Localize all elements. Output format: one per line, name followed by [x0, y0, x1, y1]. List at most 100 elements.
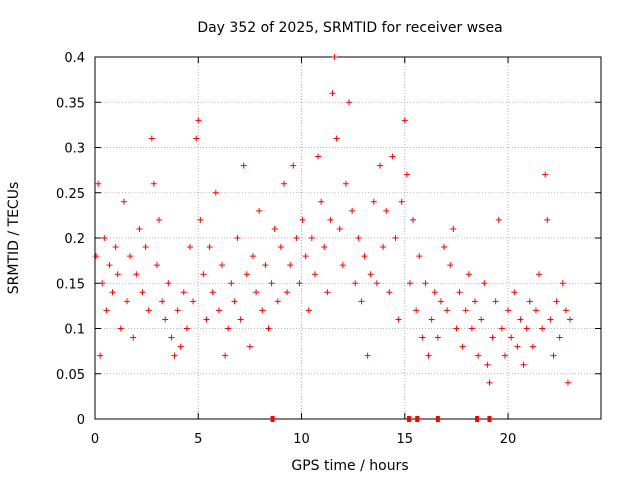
- data-point: [441, 244, 448, 251]
- data-point: [401, 117, 408, 124]
- gap-marker: [487, 416, 492, 422]
- data-point: [106, 262, 113, 269]
- data-point: [395, 316, 402, 323]
- data-point: [280, 180, 287, 187]
- x-tick-label: 5: [194, 432, 202, 447]
- y-tick-label: 0.35: [56, 96, 85, 111]
- data-point: [498, 325, 505, 332]
- data-point: [95, 180, 102, 187]
- data-point: [346, 99, 353, 106]
- data-point: [112, 244, 119, 251]
- x-tick-label: 15: [397, 432, 414, 447]
- data-point: [206, 244, 213, 251]
- data-point: [277, 244, 284, 251]
- data-point: [562, 307, 569, 314]
- data-point: [296, 280, 303, 287]
- data-point: [358, 298, 365, 305]
- data-point: [532, 307, 539, 314]
- data-point: [195, 117, 202, 124]
- data-point: [256, 207, 263, 214]
- data-point: [99, 280, 106, 287]
- x-tick-label: 20: [500, 432, 517, 447]
- y-axis-label: SRMTID / TECUs: [6, 182, 22, 295]
- data-point: [180, 289, 187, 296]
- data-point: [159, 298, 166, 305]
- data-point: [321, 244, 328, 251]
- data-point: [386, 289, 393, 296]
- data-point: [197, 216, 204, 223]
- data-point: [315, 153, 322, 160]
- data-point: [459, 343, 466, 350]
- data-point: [127, 253, 134, 260]
- data-point: [234, 235, 241, 241]
- data-point: [410, 216, 417, 223]
- data-point: [523, 325, 530, 332]
- x-axis-label: GPS time / hours: [291, 458, 408, 474]
- data-point: [231, 298, 238, 305]
- data-point: [472, 298, 479, 305]
- data-point: [133, 271, 140, 278]
- data-point: [333, 135, 340, 142]
- data-point: [367, 271, 374, 278]
- gap-marker: [435, 416, 440, 422]
- data-points: [93, 54, 574, 386]
- data-point: [162, 316, 169, 323]
- data-point: [187, 244, 194, 251]
- data-point: [492, 298, 499, 305]
- data-point: [475, 352, 482, 359]
- y-tick-label: 0.15: [56, 277, 85, 292]
- data-point: [117, 325, 124, 332]
- data-point: [501, 352, 508, 359]
- data-point: [514, 343, 521, 350]
- data-point: [392, 235, 399, 241]
- y-tick-label: 0.1: [64, 323, 85, 338]
- data-point: [174, 307, 181, 314]
- data-point: [190, 298, 197, 305]
- data-point: [130, 334, 137, 341]
- data-point: [434, 334, 441, 341]
- data-point: [559, 280, 566, 287]
- data-point: [109, 289, 116, 296]
- data-point: [93, 253, 100, 260]
- data-point: [339, 262, 346, 269]
- data-point: [287, 262, 294, 269]
- data-point: [529, 343, 536, 350]
- data-point: [120, 198, 127, 205]
- data-point: [389, 153, 396, 160]
- data-point: [225, 325, 232, 332]
- data-point: [364, 352, 371, 359]
- data-point: [101, 235, 108, 241]
- x-tick-label: 10: [293, 432, 310, 447]
- gap-markers: [270, 416, 492, 422]
- data-point: [183, 325, 190, 332]
- data-point: [342, 180, 349, 187]
- data-point: [542, 171, 549, 178]
- data-point: [406, 280, 413, 287]
- data-point: [268, 280, 275, 287]
- data-point: [486, 379, 493, 386]
- data-point: [168, 334, 175, 341]
- y-tick-label: 0.25: [56, 187, 85, 202]
- gap-marker: [406, 416, 411, 422]
- data-point: [305, 307, 312, 314]
- data-point: [422, 280, 429, 287]
- data-point: [544, 216, 551, 223]
- data-point: [361, 253, 368, 260]
- data-point: [271, 225, 278, 232]
- data-point: [336, 225, 343, 232]
- data-point: [383, 207, 390, 214]
- data-point: [324, 289, 331, 296]
- data-point: [450, 225, 457, 232]
- data-point: [413, 307, 420, 314]
- data-point: [142, 244, 149, 251]
- data-point: [539, 325, 546, 332]
- data-point: [505, 307, 512, 314]
- gap-marker: [475, 416, 480, 422]
- data-point: [419, 334, 426, 341]
- data-point: [517, 316, 524, 323]
- data-point: [553, 298, 560, 305]
- data-point: [153, 262, 160, 269]
- data-point: [355, 235, 362, 241]
